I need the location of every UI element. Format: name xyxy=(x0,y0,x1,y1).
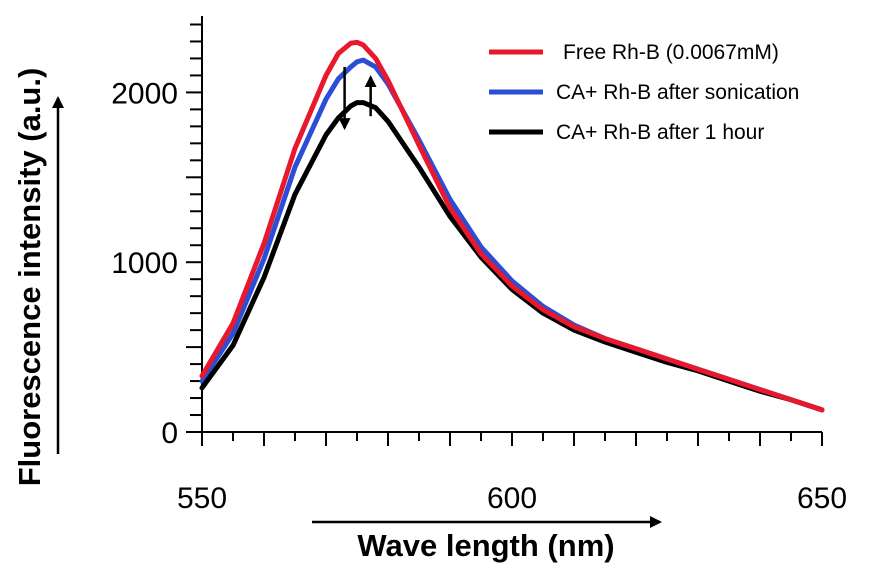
x-tick-label: 550 xyxy=(177,482,227,515)
x-axis-title: Wave length (nm) xyxy=(357,528,614,563)
y-tick-label: 0 xyxy=(161,417,178,450)
y-tick-label: 1000 xyxy=(111,247,178,280)
legend: Free Rh-B (0.0067mM) CA+ Rh-B after sonic… xyxy=(489,41,799,144)
curves xyxy=(199,39,825,413)
annotations xyxy=(338,66,377,131)
labels: 550 600 650 0 1000 2000 Wave length (nm) Fluore… xyxy=(12,68,847,563)
y-tick-label: 2000 xyxy=(111,77,178,110)
x-tick-label: 650 xyxy=(797,482,847,515)
series-line-2 xyxy=(199,57,825,413)
legend-label-1: Free Rh-B (0.0067mM) xyxy=(563,41,779,64)
legend-label-2: CA+ Rh-B after sonication xyxy=(556,81,799,104)
y-axis-title: Fluorescence intensity (a.u.) xyxy=(12,68,47,487)
axes xyxy=(186,16,823,446)
x-tick-label: 600 xyxy=(487,482,537,515)
legend-label-3: CA+ Rh-B after 1 hour xyxy=(556,121,764,144)
series-line-1 xyxy=(199,39,825,413)
